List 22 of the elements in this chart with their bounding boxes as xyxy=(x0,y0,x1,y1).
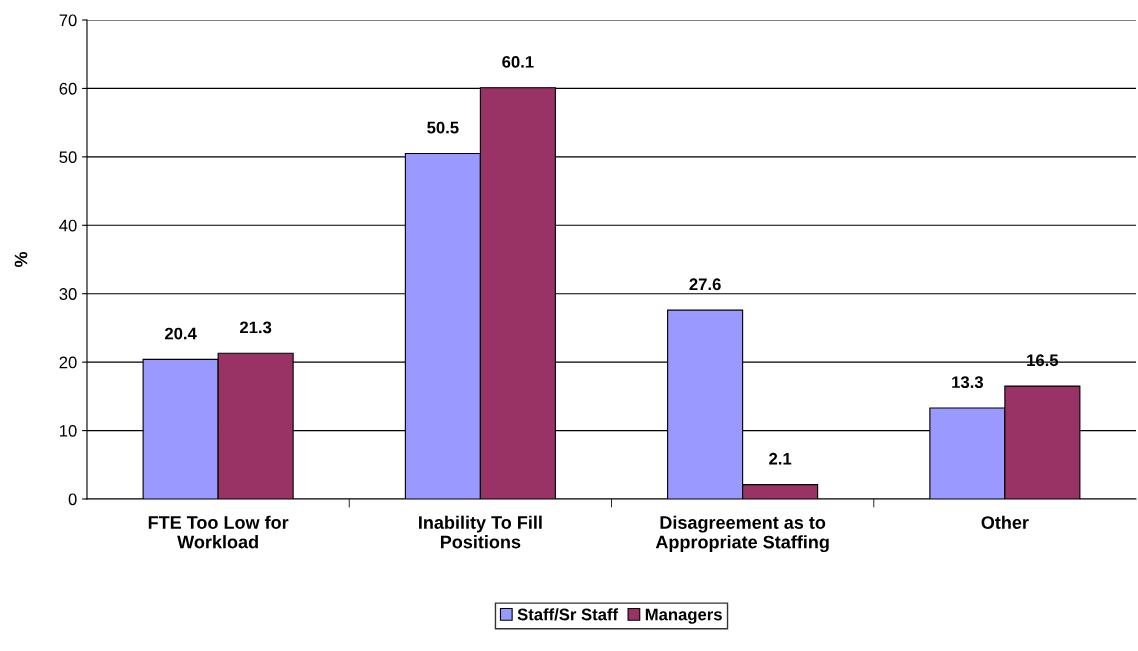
y-tick-label: 40 xyxy=(59,219,77,232)
x-tick-label: Disagreement as to Appropriate Staffing xyxy=(655,515,829,553)
y-tick-label: 60 xyxy=(59,82,77,95)
legend-label: Staff/Sr Staff xyxy=(517,608,619,621)
x-tick-label: Inability To Fill Positions xyxy=(419,515,542,549)
y-tick-label: 50 xyxy=(59,151,77,164)
y-tick-label: 20 xyxy=(59,356,77,369)
x-tick-label: Other xyxy=(981,515,1029,529)
y-tick-label: 30 xyxy=(59,288,77,300)
data-label: 60.1 xyxy=(502,55,534,68)
data-label: 2.1 xyxy=(769,452,792,465)
data-label: 20.4 xyxy=(164,327,197,340)
legend-label: Managers xyxy=(645,608,722,624)
y-axis-title: % xyxy=(14,251,28,268)
data-label: 27.6 xyxy=(689,278,721,291)
y-tick-label: 70 xyxy=(59,14,77,27)
x-tick-label: FTE Too Low for Workload xyxy=(148,515,289,549)
data-label: 13.3 xyxy=(952,376,983,389)
y-tick-label: 0 xyxy=(68,493,77,506)
data-label: 50.5 xyxy=(427,121,459,134)
y-tick-label: 10 xyxy=(60,424,77,437)
data-label: 21.3 xyxy=(239,321,272,334)
